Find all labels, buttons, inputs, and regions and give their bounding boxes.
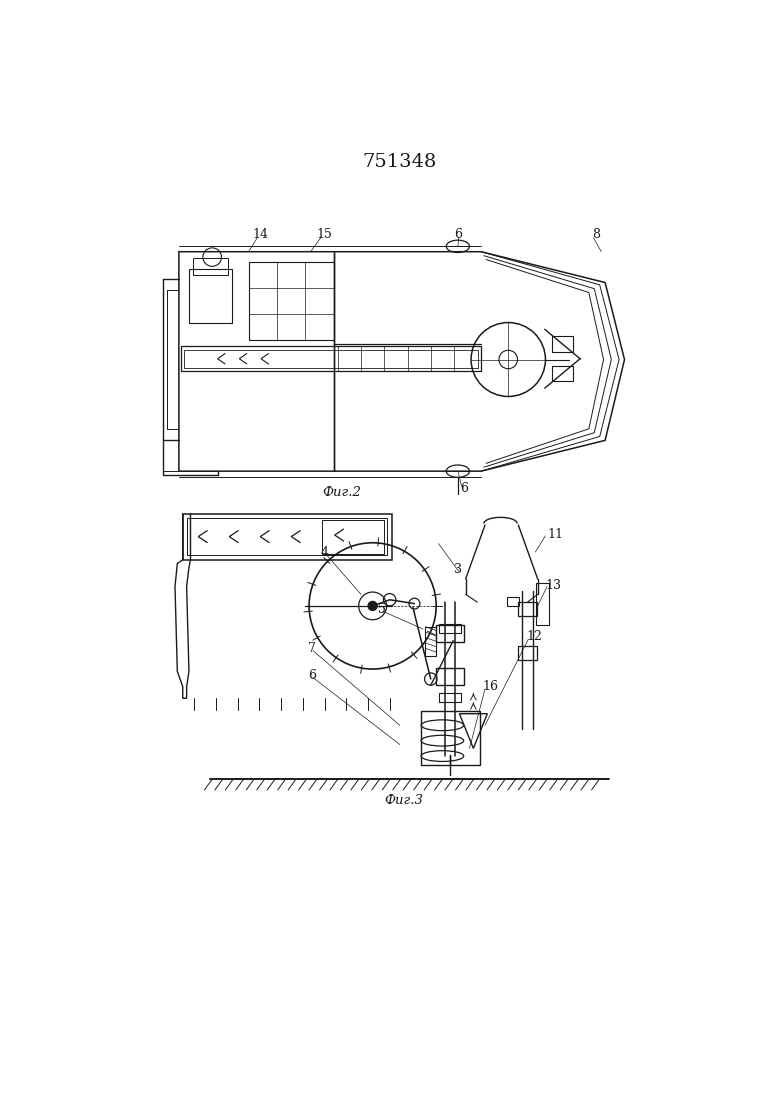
Bar: [551, 336, 573, 352]
Bar: [193, 258, 229, 275]
Bar: [425, 627, 436, 656]
Text: 14: 14: [253, 228, 268, 242]
Text: 3: 3: [454, 564, 462, 576]
Bar: [187, 518, 388, 555]
Bar: [507, 597, 519, 606]
Bar: [536, 582, 548, 625]
Text: 11: 11: [547, 528, 563, 540]
Text: 13: 13: [545, 579, 562, 591]
Text: 4: 4: [321, 546, 328, 558]
Text: Фиг.2: Фиг.2: [322, 486, 361, 500]
Text: Фиг.3: Фиг.3: [385, 794, 423, 807]
Text: 5: 5: [378, 603, 386, 617]
Bar: [420, 711, 480, 765]
Bar: [519, 602, 537, 615]
Text: 7: 7: [308, 642, 316, 655]
Bar: [519, 646, 537, 660]
Bar: [249, 261, 334, 340]
Bar: [181, 346, 481, 371]
Bar: [436, 625, 464, 642]
Text: 6: 6: [454, 228, 462, 242]
Text: 6: 6: [460, 482, 468, 494]
Circle shape: [368, 601, 378, 611]
Bar: [322, 520, 385, 554]
Bar: [183, 514, 392, 559]
Bar: [551, 366, 573, 381]
Text: 16: 16: [483, 681, 498, 694]
Bar: [439, 693, 461, 703]
Bar: [189, 269, 232, 323]
Bar: [184, 350, 478, 368]
Text: 12: 12: [526, 630, 542, 643]
Bar: [439, 623, 461, 633]
Text: 15: 15: [316, 228, 332, 242]
Bar: [436, 668, 464, 685]
Text: 751348: 751348: [363, 152, 437, 171]
Text: 8: 8: [592, 228, 600, 242]
Text: 6: 6: [308, 668, 317, 682]
